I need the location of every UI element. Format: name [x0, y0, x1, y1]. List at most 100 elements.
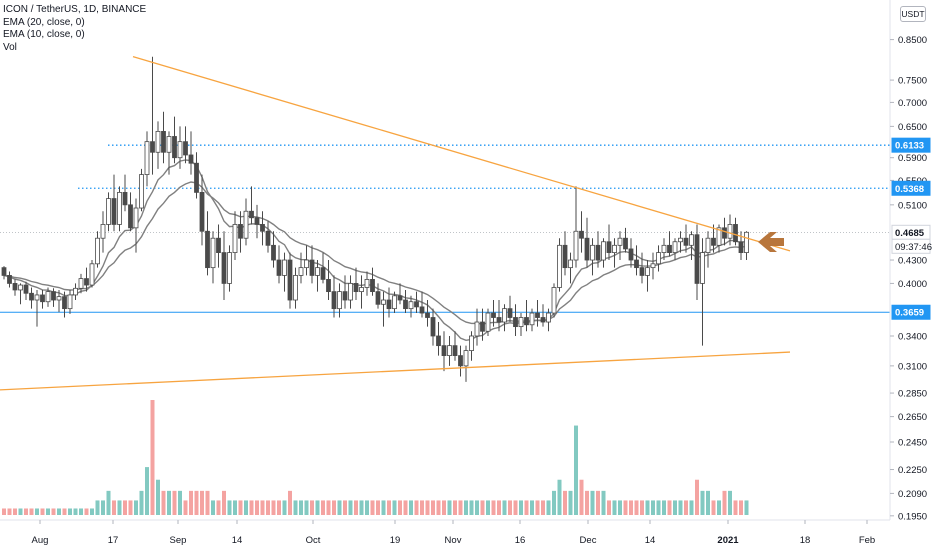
volume-bar — [557, 479, 562, 515]
price-tags: 0.6133 0.5368 0.4685 09:37:46 0.3659 — [891, 137, 932, 320]
x-tick-label: 19 — [390, 535, 401, 546]
candle-body — [337, 291, 342, 310]
candle-body — [260, 224, 265, 232]
candle-body — [133, 207, 139, 229]
candle-body — [128, 204, 133, 229]
x-tick-label: 17 — [108, 535, 119, 546]
time-axis[interactable]: Aug 17 Sep 14 Oct 19 Nov 16 Dec 14 2021 18 Feb — [32, 520, 876, 546]
legend-volume[interactable]: Vol — [3, 41, 17, 53]
currency-button[interactable]: USDT — [900, 6, 926, 22]
candle-body — [353, 283, 359, 293]
volume-bar — [46, 508, 50, 515]
volume-bar — [706, 490, 710, 515]
candle-body — [12, 283, 18, 291]
legend-symbol[interactable]: ICON / TetherUS, 1D, BINANCE — [3, 4, 147, 15]
candle-body — [392, 295, 397, 310]
candle-body — [370, 279, 375, 293]
left-arrow-icon[interactable] — [758, 232, 784, 252]
arrow-annotation[interactable] — [758, 232, 784, 252]
volume-bar — [260, 500, 265, 515]
candle-body — [524, 317, 529, 326]
candle-body — [194, 162, 199, 193]
volume-bar — [607, 500, 611, 515]
volume-bar — [563, 490, 567, 515]
y-tick-label: 0.2850 — [898, 389, 927, 400]
volume-bar — [541, 500, 545, 515]
volume-bar — [343, 500, 347, 515]
x-tick-label: 14 — [232, 535, 243, 546]
candle-body — [326, 279, 331, 293]
volume-bar — [315, 500, 320, 515]
candle-body — [408, 301, 414, 310]
volume-bar — [117, 500, 122, 515]
volume-bar — [711, 500, 716, 515]
volume-bar — [150, 400, 155, 515]
candle-body — [386, 299, 392, 310]
volume-bar — [409, 500, 413, 515]
candle-body — [480, 321, 485, 332]
candle-body — [89, 263, 95, 286]
candle-body — [595, 244, 601, 261]
candle-body — [590, 244, 595, 261]
volume-bar — [618, 500, 622, 515]
candle-body — [331, 291, 337, 310]
candle-body — [397, 295, 403, 301]
volume-bar — [629, 500, 633, 515]
candle-body — [656, 252, 661, 265]
volume-bar — [733, 500, 738, 515]
price-tag-bg — [891, 304, 931, 320]
candle-body — [612, 244, 617, 253]
candle-body — [342, 291, 348, 301]
price-tag-label: 0.5368 — [895, 184, 924, 195]
volume-bar — [519, 500, 523, 515]
legend-ema10[interactable]: EMA (10, close, 0) — [3, 29, 85, 40]
candle-body — [51, 291, 56, 301]
candle-body — [315, 267, 320, 276]
volume-bar — [420, 500, 424, 515]
candle-body — [199, 191, 205, 232]
volume-bar — [332, 500, 336, 515]
ema10-line — [3, 159, 747, 342]
candle-body — [694, 234, 700, 284]
x-tick-label: 16 — [515, 535, 526, 546]
volume-bar — [189, 490, 193, 515]
volume-bar — [348, 500, 353, 515]
volume-bar — [425, 500, 430, 515]
candle-body — [403, 299, 408, 310]
volume-bar — [645, 500, 650, 515]
candle-body — [436, 335, 441, 347]
trendline-1[interactable] — [132, 56, 791, 252]
trendlines[interactable] — [0, 56, 791, 391]
candle-body — [568, 259, 573, 269]
volume-bar — [535, 500, 540, 515]
volume-bar — [123, 500, 127, 515]
volume-bar — [640, 500, 644, 515]
price-tag-bg — [891, 180, 931, 196]
x-tick-label: Feb — [859, 535, 875, 546]
candle-body — [617, 237, 623, 246]
volume-bar — [524, 500, 529, 515]
price-axis[interactable]: 0.85000.75000.70000.65000.59000.55000.51… — [890, 35, 927, 522]
volume-bar — [486, 500, 490, 515]
candle-body — [100, 224, 106, 239]
volume-bar — [381, 500, 386, 515]
candle-body — [584, 237, 590, 261]
candle-body — [700, 252, 705, 284]
candle-body — [161, 130, 166, 153]
price-tag-label: 0.4685 — [895, 228, 925, 239]
trendline-2[interactable] — [0, 351, 791, 391]
volume-bar — [684, 500, 688, 515]
volume-bar — [62, 508, 67, 515]
volume-bar — [128, 500, 133, 515]
volume-bar — [574, 425, 578, 515]
candle-body — [491, 312, 496, 318]
volume-bar — [431, 500, 435, 515]
legend-ema20[interactable]: EMA (20, close, 0) — [3, 16, 85, 28]
volume-bar — [200, 490, 204, 515]
candle-body — [535, 312, 540, 318]
x-tick-label: 18 — [800, 535, 811, 546]
candle-body — [29, 292, 34, 301]
volume-bar — [436, 500, 441, 515]
volume-bar — [651, 500, 655, 515]
